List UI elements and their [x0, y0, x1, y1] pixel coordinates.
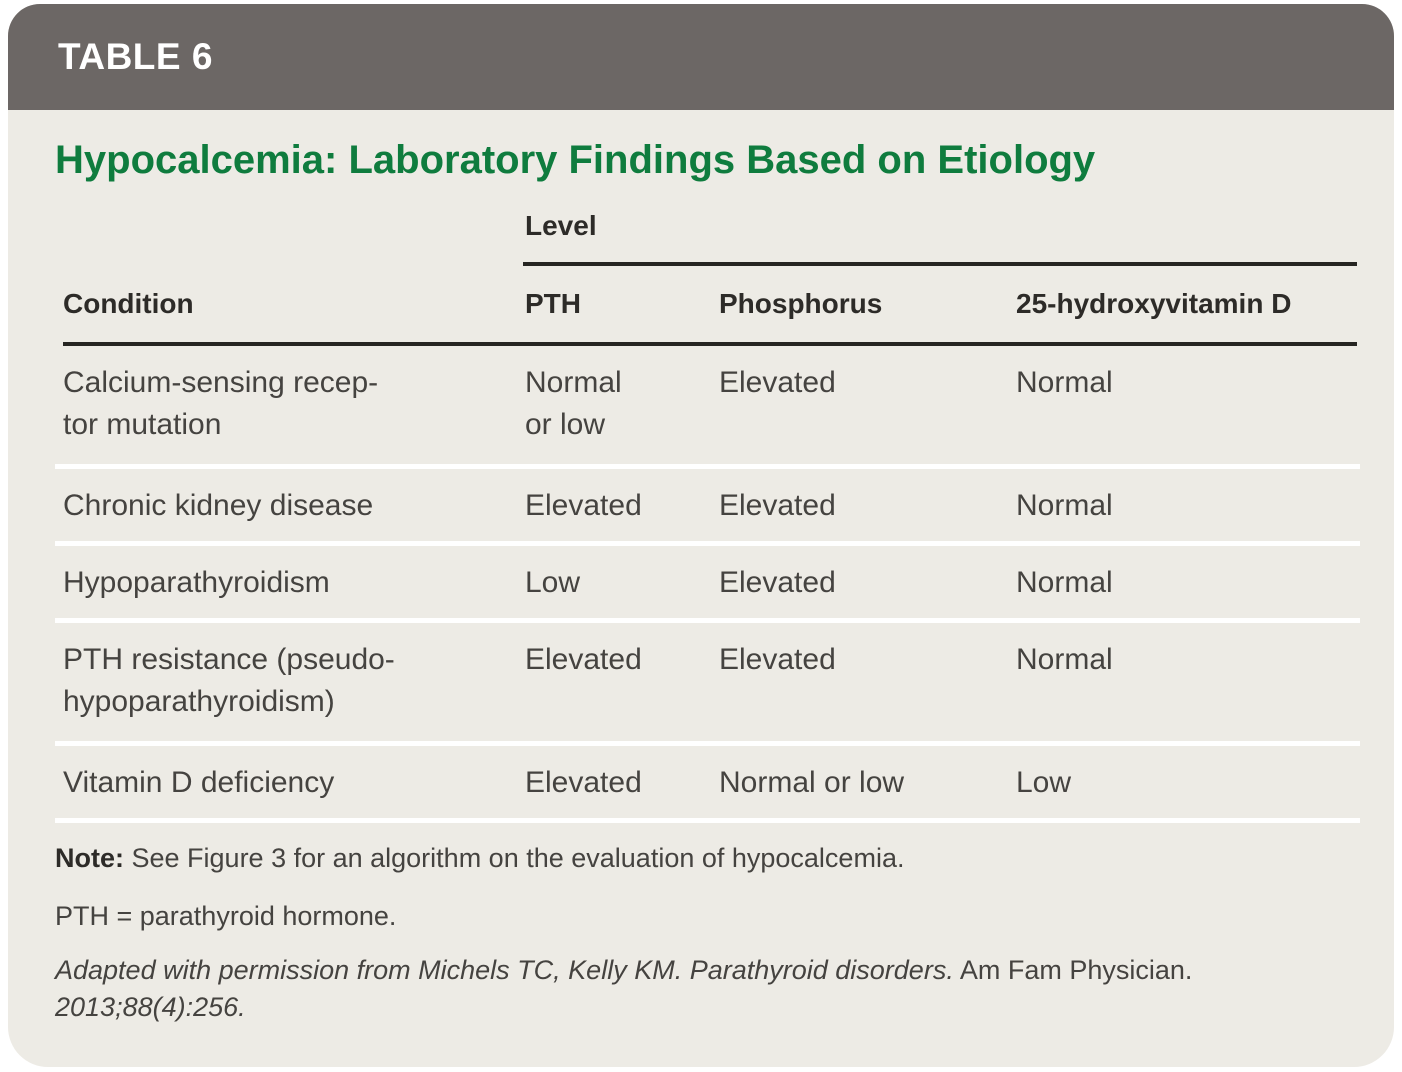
citation: Adapted with permission from Michels TC,…: [55, 952, 1347, 1026]
phosphorus-cell: Elevated: [719, 366, 836, 399]
note-text: See Figure 3 for an algorithm on the eva…: [124, 843, 905, 873]
pth-cell: Elevated: [525, 766, 642, 799]
table-card: TABLE 6 Hypocalcemia: Laboratory Finding…: [8, 4, 1394, 1067]
header-rule: [63, 342, 1357, 346]
note-label: Note:: [55, 843, 124, 873]
table-row: PTH resistance (pseudo- hypoparathyroidi…: [55, 623, 1360, 741]
pth-cell: Elevated: [525, 489, 642, 522]
table-tag: TABLE 6: [58, 36, 213, 77]
table-row: Vitamin D deficiency Elevated Normal or …: [55, 746, 1360, 818]
phosphorus-cell: Elevated: [719, 489, 836, 522]
table-header-bar: TABLE 6: [8, 4, 1394, 110]
phosphorus-cell: Normal or low: [719, 766, 905, 799]
pth-cell: Elevated: [525, 643, 642, 676]
column-header-row: Condition PTH Phosphorus 25-hydroxyvitam…: [55, 266, 1360, 342]
column-header-pth: PTH: [525, 288, 581, 319]
level-group-spacer: [55, 209, 517, 243]
condition-cell: Hypoparathyroidism: [63, 566, 330, 599]
phosphorus-cell: Elevated: [719, 566, 836, 599]
vitamin-d-cell: Low: [1016, 766, 1072, 799]
citation-line-1: Adapted with permission from Michels TC,…: [55, 952, 1347, 989]
level-group-row: Level: [55, 209, 1360, 262]
row-separator: [55, 818, 1360, 823]
abbreviation-note: PTH = parathyroid hormone.: [55, 901, 397, 931]
pth-cell: Normal or low: [525, 366, 622, 441]
citation-source: Adapted with permission from Michels TC,…: [55, 955, 954, 985]
row-separator: [55, 741, 1360, 746]
column-header-vitamin-d: 25-hydroxyvitamin D: [1016, 288, 1292, 319]
condition-cell: Vitamin D deficiency: [63, 766, 335, 799]
citation-journal: Am Fam Physician.: [953, 955, 1193, 985]
row-separator: [55, 541, 1360, 546]
table-row: Hypoparathyroidism Low Elevated Normal: [55, 546, 1360, 618]
table-row: Calcium-sensing recep- tor mutation Norm…: [55, 346, 1360, 464]
row-separator: [55, 464, 1360, 469]
citation-volume: 2013;88(4):256.: [55, 992, 246, 1022]
column-header-condition: Condition: [63, 288, 194, 319]
phosphorus-cell: Elevated: [719, 643, 836, 676]
column-header-phosphorus: Phosphorus: [719, 288, 883, 319]
vitamin-d-cell: Normal: [1016, 489, 1113, 522]
lab-findings-table: Level Condition PTH Phosphorus 25-hydrox…: [55, 209, 1360, 823]
condition-cell: Calcium-sensing recep- tor mutation: [63, 366, 379, 441]
level-group-label: Level: [525, 210, 597, 241]
level-group-rule: [523, 262, 1357, 266]
vitamin-d-cell: Normal: [1016, 643, 1113, 676]
vitamin-d-cell: Normal: [1016, 566, 1113, 599]
table-title: Hypocalcemia: Laboratory Findings Based …: [55, 138, 1096, 182]
condition-cell: PTH resistance (pseudo- hypoparathyroidi…: [63, 643, 395, 718]
vitamin-d-cell: Normal: [1016, 366, 1113, 399]
condition-cell: Chronic kidney disease: [63, 489, 374, 522]
pth-cell: Low: [525, 566, 581, 599]
table-row: Chronic kidney disease Elevated Elevated…: [55, 469, 1360, 541]
row-separator: [55, 618, 1360, 623]
table-note: Note: See Figure 3 for an algorithm on t…: [55, 841, 1347, 875]
